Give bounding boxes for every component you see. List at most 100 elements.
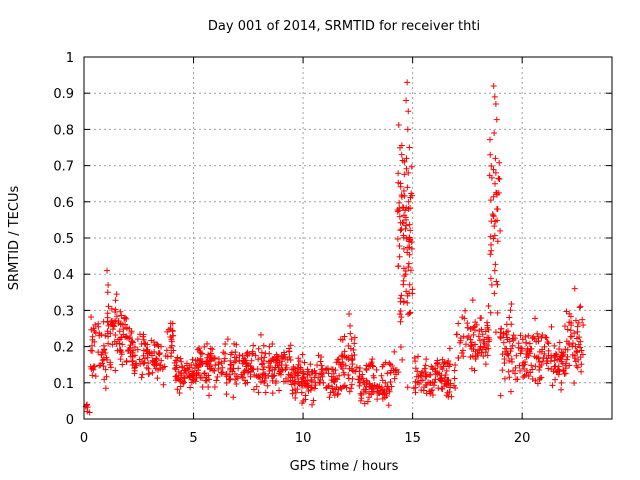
data-point — [260, 342, 267, 349]
data-point — [441, 359, 448, 366]
data-point — [446, 345, 453, 352]
data-point — [556, 345, 563, 352]
data-point — [510, 367, 517, 374]
data-point — [249, 351, 256, 358]
data-point — [326, 394, 333, 401]
data-point — [184, 360, 191, 367]
data-point — [455, 355, 462, 362]
data-point — [556, 339, 563, 346]
data-point — [486, 136, 493, 143]
data-point — [209, 346, 216, 353]
data-point — [97, 362, 104, 369]
data-point — [345, 342, 352, 349]
data-point — [105, 282, 112, 289]
data-point — [227, 361, 234, 368]
data-point — [196, 372, 203, 379]
data-point — [415, 353, 422, 360]
data-point — [266, 368, 273, 375]
data-point — [480, 344, 487, 351]
data-point — [496, 159, 503, 166]
data-point — [233, 380, 240, 387]
data-point — [448, 393, 455, 400]
data-point — [88, 326, 95, 333]
x-tick-label: 20 — [514, 431, 531, 446]
data-point — [435, 385, 442, 392]
x-axis-ticks: 0 5 10 15 20 — [80, 57, 531, 446]
data-point — [453, 331, 460, 338]
data-point — [428, 387, 435, 394]
data-point — [494, 281, 501, 288]
data-point — [122, 333, 129, 340]
data-point — [153, 355, 160, 362]
data-point — [243, 363, 250, 370]
data-point — [328, 366, 335, 373]
data-point — [479, 331, 486, 338]
data-point — [152, 365, 159, 372]
y-tick-label: 0 — [66, 413, 74, 428]
data-point — [543, 360, 550, 367]
data-point — [484, 342, 491, 349]
x-axis-label: GPS time / hours — [290, 459, 399, 474]
data-point — [501, 375, 508, 382]
data-point — [498, 325, 505, 332]
data-point — [404, 384, 411, 391]
data-point — [537, 374, 544, 381]
data-point — [273, 351, 280, 358]
data-point — [405, 311, 412, 318]
data-point — [100, 363, 107, 370]
data-point — [232, 349, 239, 356]
data-point — [138, 374, 145, 381]
data-point — [227, 375, 234, 382]
data-point — [158, 343, 165, 350]
data-point — [494, 309, 501, 316]
data-point — [408, 190, 415, 197]
data-point — [347, 330, 354, 337]
data-point — [451, 375, 458, 382]
data-point — [476, 337, 483, 344]
data-point — [349, 367, 356, 374]
data-point — [391, 375, 398, 382]
data-point — [396, 311, 403, 318]
data-point — [545, 340, 552, 347]
data-point — [494, 206, 501, 213]
data-point — [367, 363, 374, 370]
data-point — [165, 326, 172, 333]
data-point — [160, 381, 167, 388]
data-point — [403, 155, 410, 162]
data-point — [215, 365, 222, 372]
data-point — [361, 400, 368, 407]
data-point — [206, 353, 213, 360]
data-point — [280, 354, 287, 361]
data-point — [396, 242, 403, 249]
data-point — [347, 322, 354, 329]
data-point — [407, 194, 414, 201]
data-point — [103, 373, 110, 380]
data-point — [552, 363, 559, 370]
data-point — [384, 370, 391, 377]
data-point — [168, 350, 175, 357]
data-point — [499, 367, 506, 374]
data-point — [404, 249, 411, 256]
data-point — [492, 155, 499, 162]
data-point — [265, 364, 272, 371]
data-point — [92, 373, 99, 380]
data-point — [348, 381, 355, 388]
data-point — [257, 331, 264, 338]
data-point — [242, 380, 249, 387]
data-point — [574, 323, 581, 330]
data-point — [405, 169, 412, 176]
data-point — [574, 349, 581, 356]
data-point — [123, 358, 130, 365]
data-point — [491, 130, 498, 137]
data-point — [495, 175, 502, 182]
data-point — [403, 165, 410, 172]
data-point — [318, 371, 325, 378]
data-point — [507, 307, 514, 314]
data-point — [417, 377, 424, 384]
data-point — [397, 344, 404, 351]
data-point — [358, 395, 365, 402]
data-point — [494, 217, 501, 224]
data-point — [580, 322, 587, 329]
data-point — [117, 320, 124, 327]
data-point — [497, 335, 504, 342]
